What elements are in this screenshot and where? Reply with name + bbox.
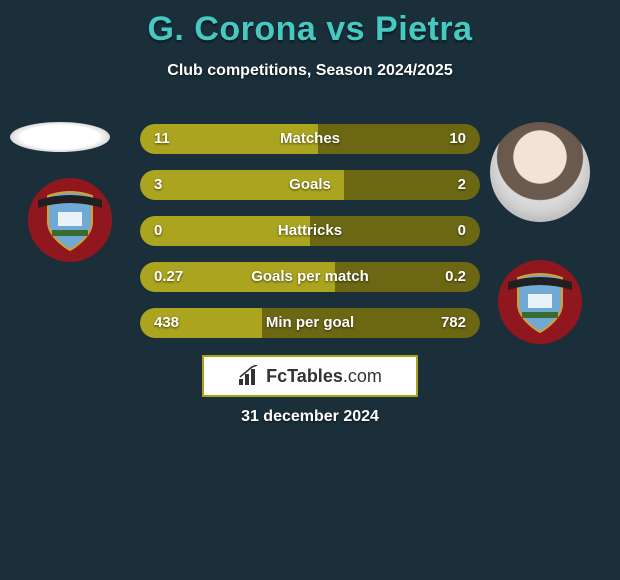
subtitle: Club competitions, Season 2024/2025 — [0, 62, 620, 80]
stat-right-value: 10 — [449, 124, 466, 154]
bar-chart-icon — [238, 365, 260, 387]
fctables-logo: FcTables.com — [202, 355, 418, 397]
stat-label: Matches — [140, 124, 480, 154]
stat-right-value: 0 — [458, 216, 466, 246]
logo-text: FcTables.com — [266, 366, 382, 387]
stat-right-value: 782 — [441, 308, 466, 338]
stat-row: 3Goals2 — [140, 170, 480, 200]
player-left-avatar — [10, 122, 110, 152]
player-right-avatar — [490, 122, 590, 222]
stat-label: Min per goal — [140, 308, 480, 338]
page-title: G. Corona vs Pietra — [0, 10, 620, 49]
club-badge-icon — [498, 260, 582, 344]
stat-label: Goals per match — [140, 262, 480, 292]
stat-row: 0Hattricks0 — [140, 216, 480, 246]
stat-label: Hattricks — [140, 216, 480, 246]
stat-row: 11Matches10 — [140, 124, 480, 154]
club-left-badge — [28, 178, 112, 262]
logo-text-main: FcTables — [266, 366, 343, 386]
stat-bars: 11Matches10 3Goals2 0Hattricks0 0.27Goals p… — [140, 124, 480, 354]
stat-row: 0.27Goals per match0.2 — [140, 262, 480, 292]
stat-right-value: 2 — [458, 170, 466, 200]
comparison-card: G. Corona vs Pietra Club competitions, S… — [0, 0, 620, 580]
logo-text-suffix: .com — [343, 366, 382, 386]
stat-row: 438Min per goal782 — [140, 308, 480, 338]
stat-right-value: 0.2 — [445, 262, 466, 292]
stat-label: Goals — [140, 170, 480, 200]
date-label: 31 december 2024 — [0, 408, 620, 426]
club-right-badge — [498, 260, 582, 344]
club-badge-icon — [28, 178, 112, 262]
